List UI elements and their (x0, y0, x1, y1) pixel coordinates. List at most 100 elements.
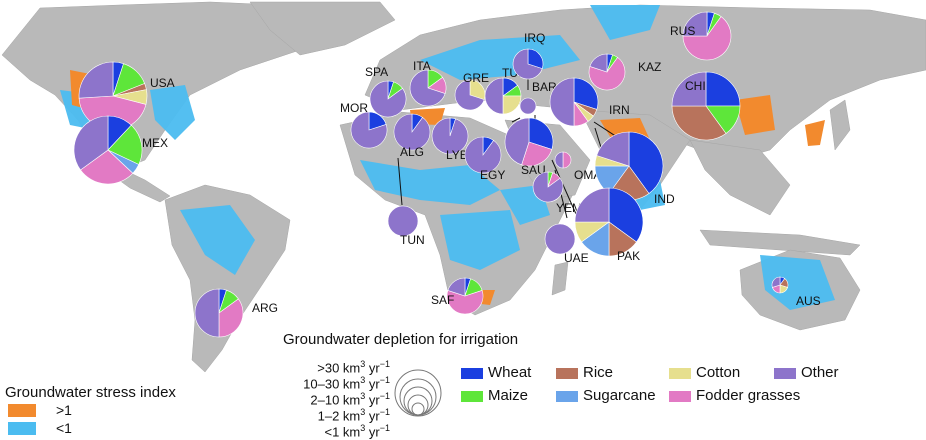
stress-low-area (150, 85, 195, 140)
pie-slice-wheat (527, 48, 544, 70)
pie-slice-rice (671, 105, 727, 141)
country-label-yem: YEM (556, 201, 582, 215)
pie-slice-other (682, 11, 708, 37)
stress-low-area (440, 210, 520, 270)
pie-slice-fodder-grasses (588, 57, 626, 91)
stress-low-area (180, 205, 255, 275)
country-label-uae: UAE (564, 251, 589, 265)
depletion-class-label: 1–2 km3 yr−1 (317, 407, 390, 424)
pie-slice-other (447, 277, 466, 297)
southeast-asia-landmass (689, 139, 791, 216)
depletion-class-label: 2–10 km3 yr−1 (310, 391, 390, 408)
country-label-ind: IND (654, 192, 675, 206)
pie-ita: ITA (409, 59, 447, 107)
pie-slice-other (512, 48, 543, 80)
pie-pak: PAK (574, 187, 644, 263)
pie-slice-wheat (528, 117, 554, 150)
pie-irn: IRN (549, 77, 630, 127)
pie-mex: MEX (73, 115, 168, 185)
pie-slice-other (393, 113, 431, 151)
pie-mor: MOR (340, 101, 388, 149)
pie-slice-other (409, 69, 446, 107)
crop-swatch-maize (461, 391, 483, 402)
pie-slice-other (574, 187, 610, 223)
pie-sau: SAU (504, 117, 554, 177)
crop-label-rice: Rice (583, 364, 614, 381)
country-label-spa: SPA (365, 65, 388, 79)
pie-slice-other (78, 61, 114, 99)
leader-line (397, 157, 403, 206)
crop-swatch-wheat (461, 368, 483, 379)
pie-slice-other (194, 288, 220, 338)
country-label-saf: SAF (431, 293, 454, 307)
pie-slice-other (484, 77, 504, 115)
country-label-usa: USA (150, 76, 175, 90)
pie-slice-cotton (469, 79, 486, 101)
pie-slice-wheat (705, 71, 741, 107)
crop-swatch-cotton (669, 368, 691, 379)
stress-high-area (805, 120, 825, 146)
country-label-gre: GRE (463, 71, 489, 85)
country-label-rus: RUS (670, 24, 695, 38)
stress-low-area (590, 5, 660, 40)
pie-slice-other (387, 205, 419, 237)
pie-oma: OMA (554, 151, 601, 182)
greenland-landmass (249, 1, 396, 56)
crop-label-other: Other (801, 364, 839, 381)
size-scale-circles (394, 369, 442, 417)
pie-chi: CHI (671, 71, 741, 141)
country-label-pak: PAK (617, 249, 640, 263)
pie-saf: SAF (431, 277, 484, 315)
stress-low-swatch (8, 422, 36, 435)
country-label-aus: AUS (796, 294, 821, 308)
pie-slice-other (350, 111, 388, 149)
stress-high-swatch (8, 404, 36, 417)
pie-slice-other (596, 131, 630, 167)
pie-slice-fodder-grasses (446, 290, 484, 315)
depletion-class-label: <1 km3 yr−1 (324, 423, 391, 440)
pie-arg: ARG (194, 288, 278, 338)
pie-slice-wheat (628, 131, 664, 194)
crop-label-wheat: Wheat (488, 364, 532, 381)
japan-landmass (829, 99, 851, 151)
stress-high-area (735, 95, 775, 135)
pie-spa: SPA (365, 65, 407, 118)
pie-slice-fodder-grasses (682, 16, 732, 61)
pie-slice-fodder-grasses (562, 151, 572, 169)
pie-rus: RUS (670, 11, 732, 61)
madagascar-landmass (551, 261, 569, 296)
country-label-mex: MEX (142, 136, 168, 150)
pie-slice-other (671, 71, 707, 107)
leader-line (511, 117, 521, 123)
country-label-ita: ITA (413, 59, 431, 73)
pie-yem: YEM (532, 171, 582, 215)
country-label-irq: IRQ (524, 31, 545, 45)
pie-slice-other (554, 151, 564, 169)
country-label-oma: OMA (574, 168, 601, 182)
pie-kaz: KAZ (588, 53, 661, 91)
country-label-chi: CHI (685, 79, 706, 93)
pie-slice-other (454, 79, 485, 111)
pie-slice-other (464, 136, 502, 174)
crop-swatch-fodder-grasses (669, 391, 691, 402)
country-label-tun: TUN (400, 233, 425, 247)
country-label-alg: ALG (400, 145, 424, 159)
crop-label-cotton: Cotton (696, 364, 741, 381)
pie-slice-other (549, 77, 575, 127)
country-label-arg: ARG (252, 301, 278, 315)
pie-lyb: LYB (431, 117, 469, 162)
pie-slice-other (519, 97, 537, 115)
indonesia-landmass (699, 229, 861, 256)
pie-slice-other (369, 80, 407, 118)
pie-aus: AUS (771, 276, 821, 308)
pie-slice-fodder-grasses (218, 298, 244, 338)
pie-slice-other (589, 53, 608, 73)
pie-irq: IRQ (512, 31, 545, 80)
crop-swatch-sugarcane (556, 391, 578, 402)
pie-slice-other (532, 171, 564, 203)
pie-alg: ALG (393, 113, 431, 159)
country-label-egy: EGY (480, 168, 505, 182)
pie-egy: EGY (464, 136, 505, 182)
